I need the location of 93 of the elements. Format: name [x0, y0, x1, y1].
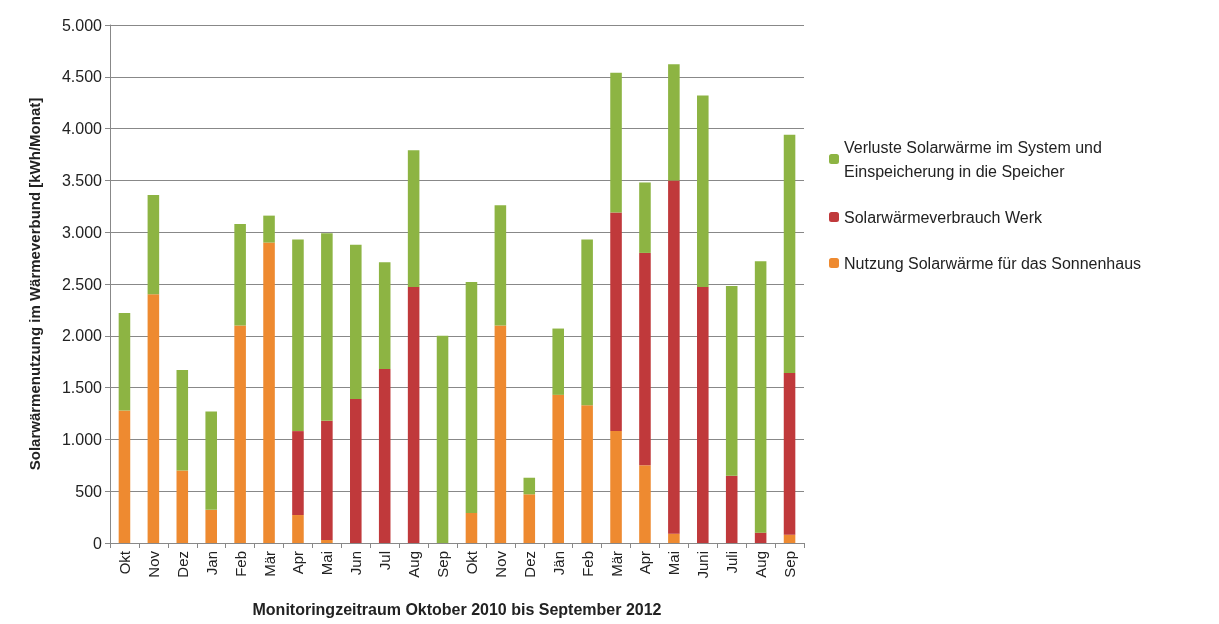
bar: [639, 465, 651, 543]
x-tick-label: Feb: [231, 551, 249, 577]
bar: [321, 420, 333, 540]
x-tick-label: Juni: [694, 551, 712, 579]
bar: [321, 233, 333, 421]
x-tick-label: Aug: [405, 551, 423, 578]
bar: [639, 252, 651, 466]
x-tick-label: Okt: [115, 550, 133, 575]
y-tick-label: 1.000: [61, 430, 103, 448]
legend-label: Verluste Solarwärme im System und Einspeicherung in die Speicher: [844, 138, 1107, 180]
bar: [378, 368, 391, 543]
bar: [321, 539, 333, 543]
bar: [147, 194, 160, 295]
bar: [697, 287, 709, 543]
bar: [176, 369, 189, 471]
bar: [639, 182, 651, 253]
bar: [465, 512, 478, 543]
bar: [350, 399, 362, 543]
y-tick-label: 2.500: [61, 275, 103, 293]
bar: [350, 244, 362, 399]
x-tick-label: Mai: [318, 551, 336, 576]
bar: [783, 373, 796, 535]
x-tick-label: Jul: [376, 551, 394, 571]
x-tick-label: Juli: [723, 551, 741, 574]
bar: [523, 477, 536, 495]
y-tick-label: 4.000: [61, 120, 103, 138]
bar: [292, 239, 304, 432]
bar: [725, 286, 738, 476]
bar: [668, 64, 680, 181]
bar: [610, 431, 622, 543]
legend-label: Solarwärmeverbrauch Werk: [844, 208, 1043, 226]
y-tick-label: 5.000: [61, 16, 103, 34]
bar: [234, 223, 246, 326]
y-tick-label: 4.500: [61, 68, 103, 86]
bar: [754, 261, 767, 533]
bar: [436, 335, 449, 543]
bar: [292, 431, 304, 516]
bar: [783, 534, 796, 543]
bar: [552, 394, 564, 543]
bar: [610, 212, 622, 432]
y-tick-label: 3.000: [61, 223, 103, 241]
bar: [465, 281, 478, 513]
bar: [668, 533, 680, 543]
bar: [378, 262, 391, 369]
y-tick-label: 1.500: [61, 379, 103, 397]
bar: [407, 150, 420, 288]
x-tick-label: Sep: [781, 551, 799, 578]
x-tick-label: Aug: [752, 551, 770, 578]
bar: [494, 325, 507, 543]
y-tick-label: 3.500: [61, 171, 103, 189]
bar: [725, 475, 738, 543]
bar: [783, 134, 796, 374]
y-tick-label: 500: [75, 482, 103, 500]
x-tick-label: Apr: [636, 551, 654, 575]
bar: [407, 287, 420, 543]
bar: [552, 328, 564, 395]
bar: [668, 180, 680, 534]
x-axis-title: Monitoringzeitraum Oktober 2010 bis September 2012: [252, 600, 662, 618]
x-tick-label: Okt: [462, 550, 480, 575]
y-tick-label: 2.000: [61, 327, 103, 345]
bar: [234, 325, 246, 543]
bar: [581, 405, 593, 543]
bar: [118, 410, 131, 543]
bar: [292, 515, 304, 543]
legend-label: Nutzung Solarwärme für das Sonnenhaus: [844, 254, 1142, 272]
bar: [263, 215, 275, 243]
bar: [610, 72, 622, 213]
x-tick-label: Mär: [260, 551, 278, 577]
bar: [494, 205, 507, 326]
x-tick-label: Dez: [173, 551, 191, 578]
x-tick-label: Apr: [289, 551, 307, 575]
bar: [176, 470, 189, 543]
x-tick-label: Nov: [144, 550, 162, 578]
bar: [754, 532, 767, 543]
x-tick-label: Mär: [607, 551, 625, 577]
x-tick-label: Jan: [202, 551, 220, 576]
bar: [205, 509, 217, 543]
bar: [147, 294, 160, 543]
bar: [523, 494, 536, 543]
bar: [263, 242, 275, 543]
y-axis-title: Solarwärmenutzung im Wärmeverbund [kWh/Monat]: [26, 97, 43, 471]
x-tick-label: Sep: [434, 551, 452, 578]
x-tick-label: Jän: [549, 551, 567, 576]
bar: [118, 313, 131, 411]
x-tick-label: Nov: [491, 550, 509, 578]
y-tick-label: 0: [93, 534, 103, 552]
x-tick-label: Feb: [578, 551, 596, 577]
x-tick-label: Jun: [347, 551, 365, 576]
bar: [697, 95, 709, 288]
x-tick-label: Mai: [665, 551, 683, 576]
x-tick-label: Dez: [520, 551, 538, 578]
bar: [581, 239, 593, 406]
bar: [205, 411, 217, 510]
